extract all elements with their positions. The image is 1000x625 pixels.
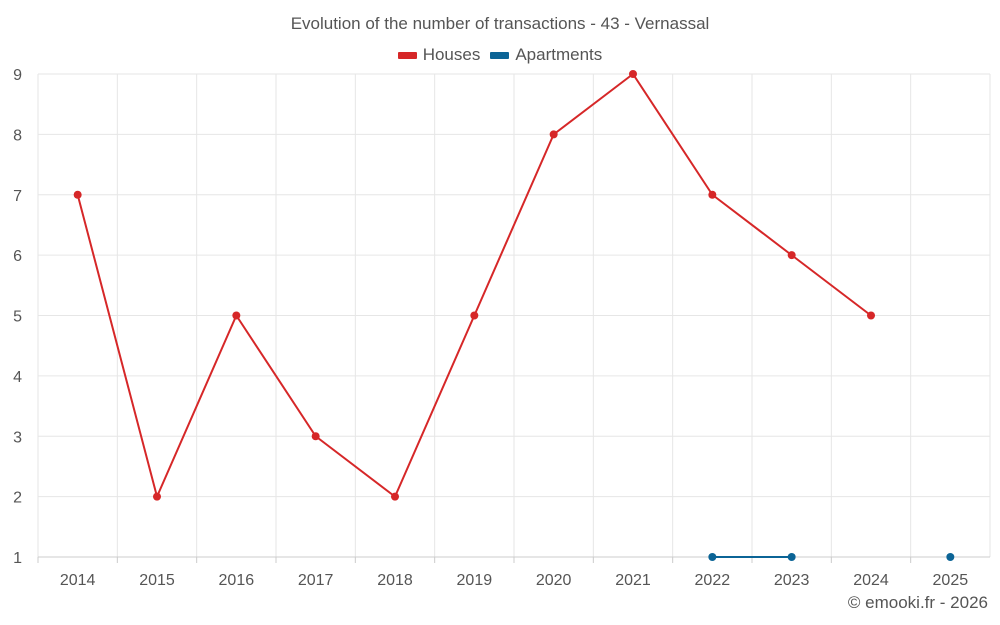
x-tick-label: 2017	[298, 572, 334, 589]
y-tick-label: 4	[13, 369, 22, 386]
y-tick-label: 8	[13, 127, 22, 144]
data-point-houses	[629, 70, 637, 78]
x-tick-label: 2015	[139, 572, 175, 589]
x-tick-label: 2016	[219, 572, 255, 589]
legend-label-apartments: Apartments	[515, 45, 603, 64]
y-tick-label: 6	[13, 248, 22, 265]
legend: Houses Apartments	[0, 45, 1000, 65]
y-tick-label: 9	[13, 67, 22, 84]
data-point-houses	[549, 130, 558, 139]
copyright-text: © emooki.fr - 2026	[847, 593, 988, 612]
x-tick-label: 2022	[695, 572, 731, 589]
y-tick-label: 3	[13, 429, 22, 446]
data-point-houses	[153, 492, 161, 501]
data-point-houses	[470, 311, 479, 320]
data-point-apartments	[787, 553, 796, 561]
y-tick-label: 2	[13, 490, 22, 507]
legend-swatch-apartments	[490, 51, 510, 59]
x-tick-label: 2023	[774, 572, 810, 589]
data-point-houses	[232, 311, 241, 320]
chart-title: Evolution of the number of transactions …	[290, 14, 710, 33]
y-tick-label: 5	[13, 309, 22, 326]
x-tick-label: 2021	[615, 572, 651, 589]
data-point-houses	[391, 492, 399, 501]
x-tick-label: 2024	[853, 572, 889, 589]
legend-item-houses[interactable]: Houses	[397, 45, 481, 65]
data-point-apartments	[946, 553, 955, 561]
data-point-houses	[867, 311, 875, 320]
data-point-houses	[787, 251, 796, 260]
data-point-apartments	[708, 553, 717, 561]
x-tick-label: 2020	[536, 572, 572, 589]
data-point-houses	[73, 190, 82, 199]
data-point-houses	[311, 432, 320, 441]
legend-swatch-houses	[397, 51, 417, 59]
y-tick-label: 7	[13, 188, 22, 205]
x-tick-label: 2025	[933, 572, 969, 589]
data-point-houses	[708, 190, 717, 199]
legend-label-houses: Houses	[422, 45, 481, 64]
y-tick-label: 1	[13, 550, 22, 567]
legend-item-apartments[interactable]: Apartments	[490, 45, 602, 65]
x-tick-label: 2019	[457, 572, 493, 589]
x-tick-label: 2014	[60, 572, 96, 589]
x-tick-label: 2018	[377, 572, 413, 589]
